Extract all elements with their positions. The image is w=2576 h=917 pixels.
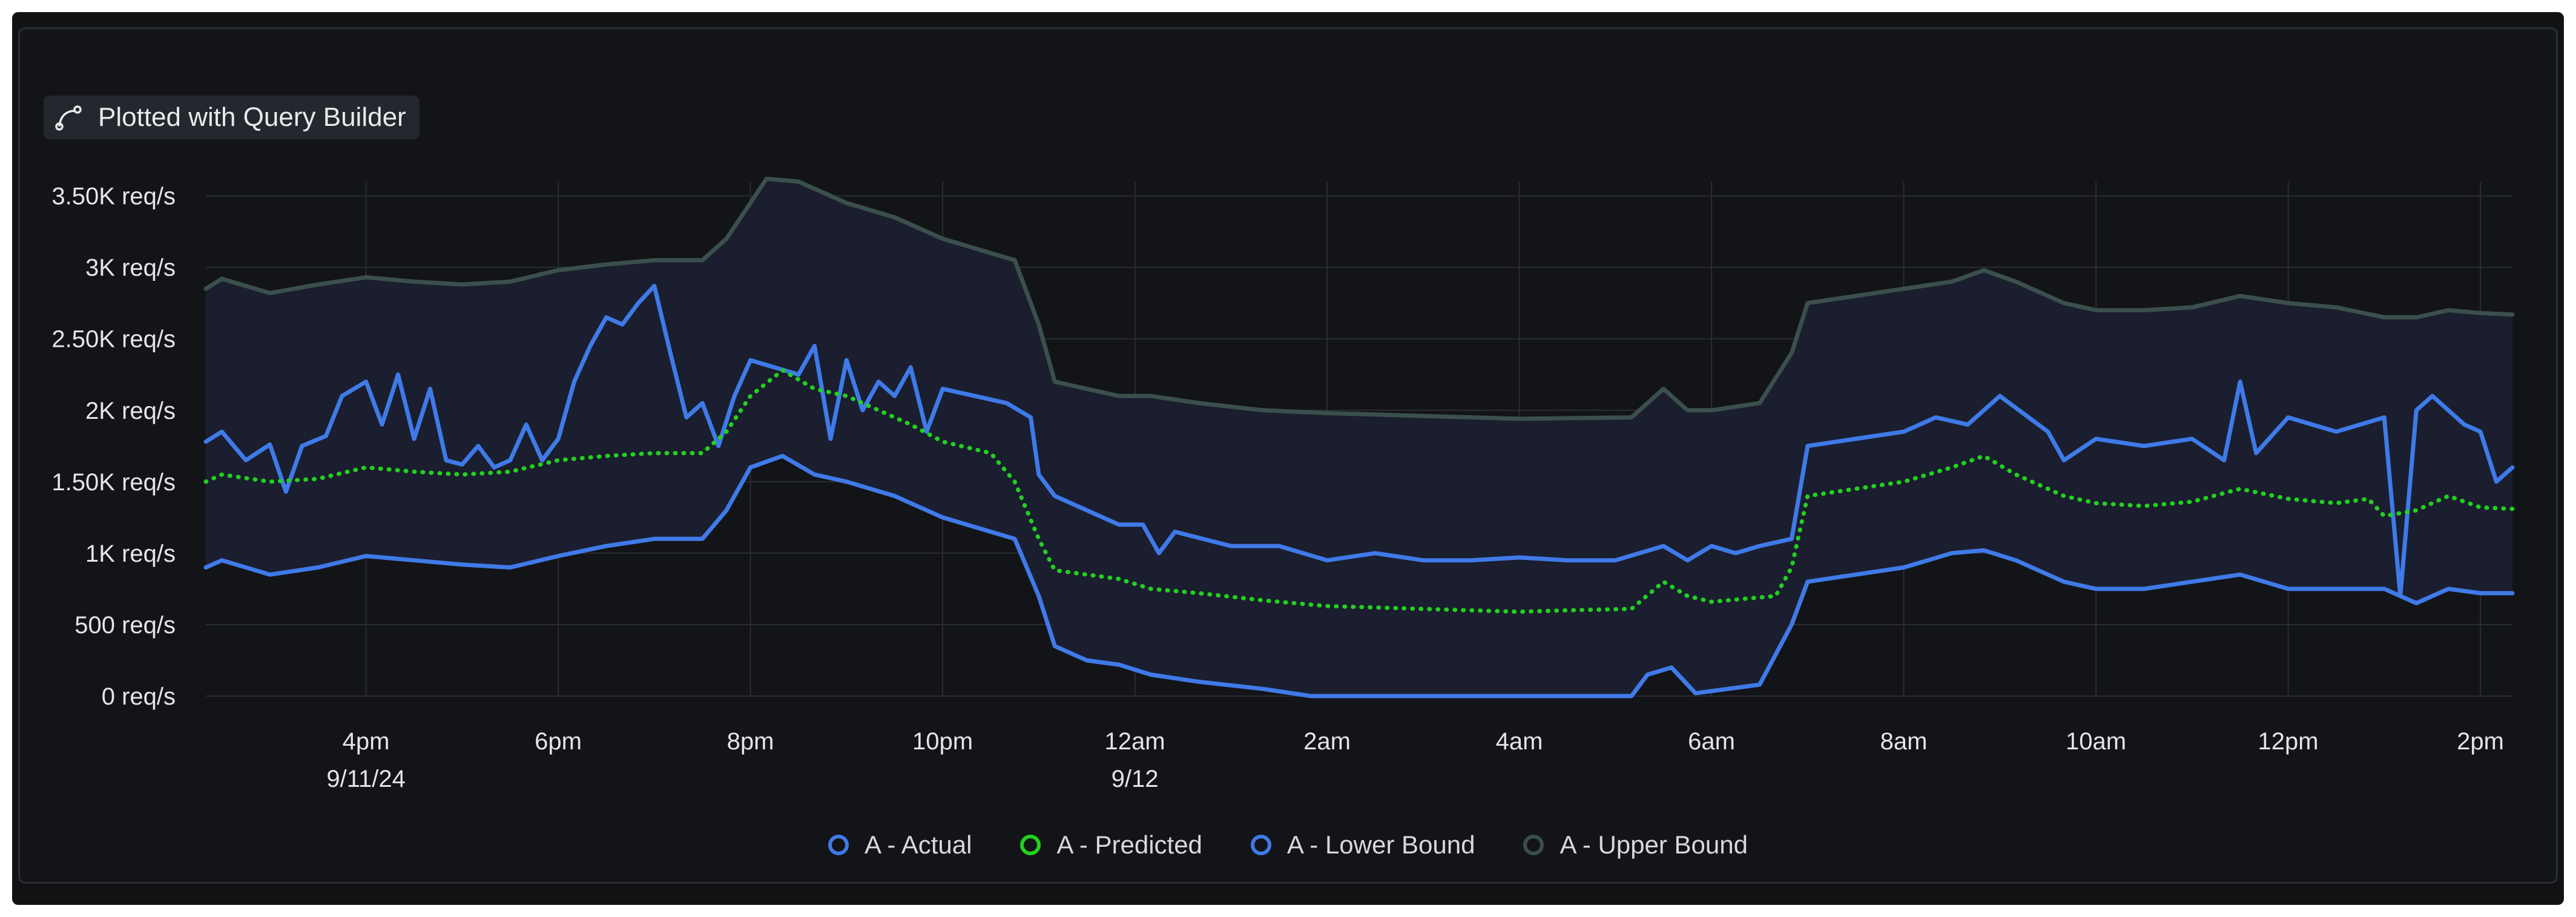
series-layer <box>203 176 2515 698</box>
y-tick-label: 2.50K req/s <box>51 326 176 353</box>
legend-item[interactable]: A - Actual <box>828 830 972 859</box>
legend-label: A - Predicted <box>1056 830 1202 859</box>
query-builder-icon <box>55 105 82 131</box>
legend-label: A - Actual <box>865 830 972 859</box>
legend-item[interactable]: A - Predicted <box>1020 830 1202 859</box>
y-tick-label: 3K req/s <box>85 255 176 281</box>
legend-label: A - Upper Bound <box>1560 830 1748 859</box>
legend-swatch-icon <box>1523 835 1544 855</box>
series-line-a-upper-bound <box>203 176 2515 421</box>
legend-item[interactable]: A - Lower Bound <box>1250 830 1475 859</box>
x-tick-sublabel: 9/12 <box>1112 766 1159 792</box>
x-tick-label: 4pm <box>343 728 390 755</box>
legend-swatch-icon <box>828 835 849 855</box>
y-tick-label: 2K req/s <box>85 398 176 424</box>
x-tick-label: 8am <box>1880 728 1928 755</box>
y-axis: 0 req/s 500 req/s 1K req/s 1.50K req/s 2K re… <box>51 183 176 710</box>
x-tick-sublabel: 9/11/24 <box>326 766 406 792</box>
legend-item[interactable]: A - Upper Bound <box>1523 830 1748 859</box>
x-tick-label: 6pm <box>535 728 582 755</box>
x-tick-label: 12am <box>1105 728 1165 755</box>
query-builder-badge[interactable]: Plotted with Query Builder <box>44 96 420 139</box>
legend-swatch-icon <box>1250 835 1271 855</box>
series-line-a-lower-bound <box>203 453 2515 698</box>
series-line-a-predicted <box>203 368 2515 614</box>
y-tick-label: 3.50K req/s <box>51 183 176 210</box>
x-tick-label: 8pm <box>727 728 774 755</box>
x-tick-label: 2am <box>1303 728 1351 755</box>
y-tick-label: 1K req/s <box>85 541 176 567</box>
chart-legend: A - Actual A - Predicted A - Lower Bound A … <box>0 830 2576 859</box>
legend-swatch-icon <box>1020 835 1041 855</box>
legend-label: A - Lower Bound <box>1286 830 1475 859</box>
x-tick-label: 6am <box>1688 728 1735 755</box>
x-tick-label: 4am <box>1496 728 1543 755</box>
y-tick-label: 500 req/s <box>74 612 176 639</box>
x-tick-label: 2pm <box>2457 728 2504 755</box>
x-tick-label: 10am <box>2066 728 2126 755</box>
x-axis: 4pm 9/11/24 6pm 8pm 10pm 12am 9/12 2am 4am 6am 8am… <box>326 728 2504 792</box>
band-layer <box>206 179 2512 696</box>
series-line-a-actual <box>203 283 2515 599</box>
confidence-band <box>206 179 2512 696</box>
x-tick-label: 10pm <box>912 728 973 755</box>
query-builder-label: Plotted with Query Builder <box>98 102 406 132</box>
x-tick-label: 12pm <box>2258 728 2319 755</box>
y-tick-label: 1.50K req/s <box>51 469 176 496</box>
y-tick-label: 0 req/s <box>102 683 176 710</box>
